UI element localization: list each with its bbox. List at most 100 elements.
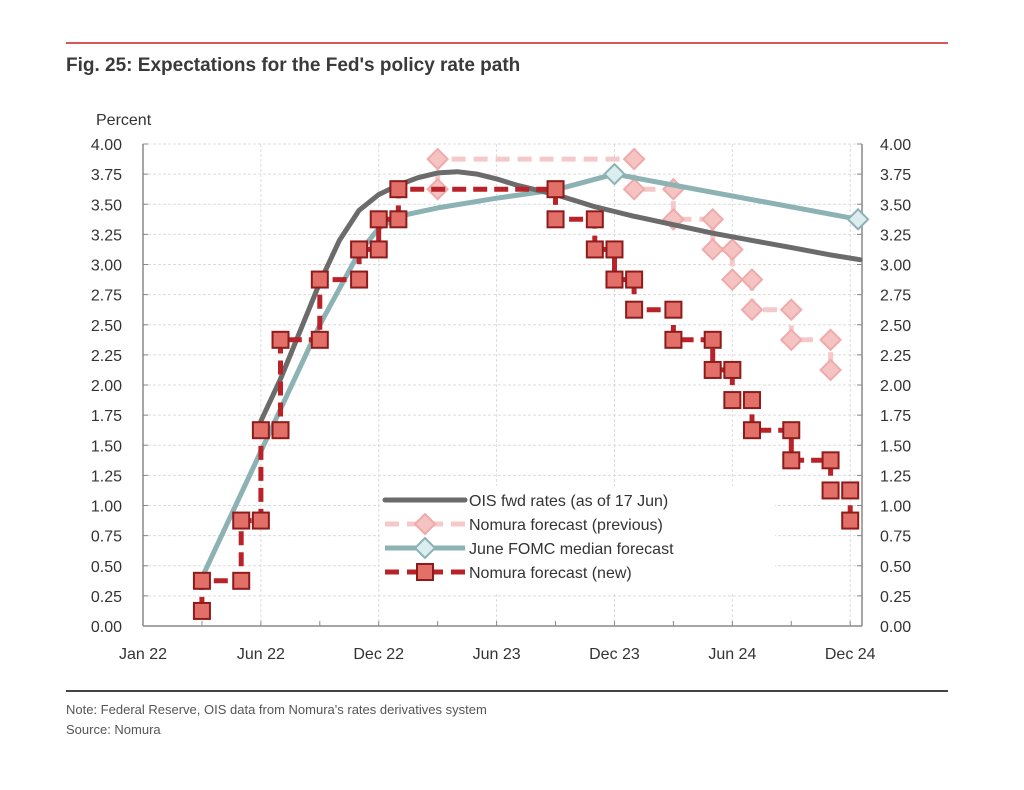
y-tick-label-left: 1.75 <box>91 408 122 425</box>
y-tick-label-right: 4.00 <box>880 137 911 154</box>
top-rule <box>66 42 948 44</box>
point-nomura-previous <box>701 207 725 231</box>
y-tick-label-right: 0.25 <box>880 589 911 606</box>
x-tick-label: Jun 24 <box>708 646 756 663</box>
point-nomura-previous <box>779 328 803 352</box>
bottom-rule <box>66 690 948 692</box>
y-tick-label-left: 4.00 <box>91 137 122 154</box>
series-layer <box>192 147 870 620</box>
point-nomura-new <box>703 360 722 379</box>
point-nomura-new <box>389 210 408 229</box>
point-nomura-new <box>271 421 290 440</box>
point-nomura-new <box>703 330 722 349</box>
point-nomura-new <box>350 270 369 289</box>
y-tick-label-left: 3.00 <box>91 258 122 275</box>
point-nomura-new <box>821 451 840 470</box>
y-tick-label-right: 0.50 <box>880 559 911 576</box>
y-tick-label-right: 0.00 <box>880 619 911 636</box>
y-tick-label-right: 3.50 <box>880 197 911 214</box>
point-nomura-new <box>192 571 211 590</box>
y-tick-label-right: 2.25 <box>880 348 911 365</box>
legend-diamond-previous <box>413 512 437 536</box>
point-nomura-new <box>546 210 565 229</box>
point-nomura-previous <box>622 147 646 171</box>
y-tick-label-left: 3.25 <box>91 227 122 244</box>
y-tick-label-left: 2.25 <box>91 348 122 365</box>
y-tick-label-left: 0.00 <box>91 619 122 636</box>
y-tick-label-left: 2.75 <box>91 288 122 305</box>
x-tick-label: Jun 22 <box>237 646 285 663</box>
point-nomura-new <box>664 330 683 349</box>
y-tick-label-left: 3.75 <box>91 167 122 184</box>
point-nomura-new <box>605 240 624 259</box>
point-nomura-new <box>232 571 251 590</box>
y-tick-label-right: 2.75 <box>880 288 911 305</box>
legend-label: Nomura forecast (new) <box>469 565 632 582</box>
series-nomura-previous <box>426 147 842 382</box>
y-tick-label-right: 0.75 <box>880 529 911 546</box>
y-tick-label-right: 2.00 <box>880 378 911 395</box>
point-nomura-new <box>723 391 742 410</box>
point-nomura-new <box>369 240 388 259</box>
y-tick-label-left: 0.25 <box>91 589 122 606</box>
y-tick-label-left: 3.50 <box>91 197 122 214</box>
point-nomura-previous <box>819 358 842 382</box>
y-tick-label-right: 1.75 <box>880 408 911 425</box>
point-nomura-new <box>821 481 840 500</box>
x-tick-label: Dec 24 <box>825 646 876 663</box>
x-tick-label: Dec 22 <box>353 646 404 663</box>
point-nomura-previous <box>720 268 744 291</box>
legend-item: Nomura forecast (new) <box>385 563 632 582</box>
line-ois <box>258 169 863 424</box>
point-nomura-previous <box>740 268 764 291</box>
point-nomura-previous <box>819 328 842 352</box>
legend-background <box>380 486 775 592</box>
point-nomura-new <box>841 481 860 500</box>
point-nomura-previous <box>779 298 803 322</box>
point-nomura-new <box>625 270 644 289</box>
x-tick-label: Dec 23 <box>589 646 640 663</box>
x-tick-label: Jun 23 <box>473 646 521 663</box>
point-nomura-previous <box>701 238 725 261</box>
y-tick-label-left: 1.00 <box>91 499 122 516</box>
point-nomura-new <box>350 240 369 259</box>
point-nomura-new <box>605 270 624 289</box>
legend-item: Nomura forecast (previous) <box>385 512 663 536</box>
point-nomura-new <box>310 270 329 289</box>
point-nomura-new <box>271 330 290 349</box>
point-nomura-new <box>251 511 270 530</box>
point-nomura-new <box>585 240 604 259</box>
point-nomura-new <box>664 300 683 319</box>
point-nomura-new <box>742 421 761 440</box>
point-nomura-previous <box>426 147 450 171</box>
point-nomura-new <box>369 210 388 229</box>
legend-label: OIS fwd rates (as of 17 Jun) <box>469 493 668 510</box>
legend-square-new <box>416 563 434 581</box>
y-tick-label-left: 0.75 <box>91 529 122 546</box>
point-nomura-new <box>782 451 801 470</box>
legend-label: June FOMC median forecast <box>469 541 674 558</box>
point-nomura-new <box>251 421 270 440</box>
point-nomura-previous <box>740 298 764 322</box>
point-fomc-median <box>846 207 870 231</box>
series-ois <box>258 169 863 424</box>
point-nomura-previous <box>622 177 646 201</box>
y-axis-label: Percent <box>96 112 152 129</box>
point-nomura-new <box>546 180 565 199</box>
footnote: Note: Federal Reserve, OIS data from Nom… <box>66 702 487 717</box>
y-tick-label-left: 2.00 <box>91 378 122 395</box>
point-nomura-new <box>585 210 604 229</box>
legend-label: Nomura forecast (previous) <box>469 517 663 534</box>
y-tick-label-right: 3.25 <box>880 227 911 244</box>
y-tick-label-right: 1.50 <box>880 438 911 455</box>
y-tick-label-left: 1.50 <box>91 438 122 455</box>
point-nomura-new <box>389 180 408 199</box>
legend: OIS fwd rates (as of 17 Jun) Nomura forec… <box>380 486 775 592</box>
point-nomura-new <box>192 601 211 620</box>
y-tick-label-left: 2.50 <box>91 318 122 335</box>
legend-item: OIS fwd rates (as of 17 Jun) <box>382 493 668 510</box>
chart-title: Fig. 25: Expectations for the Fed's poli… <box>66 55 521 76</box>
x-tick-label: Jan 22 <box>119 646 167 663</box>
y-tick-label-right: 3.00 <box>880 258 911 275</box>
series-nomura-new <box>192 180 860 620</box>
